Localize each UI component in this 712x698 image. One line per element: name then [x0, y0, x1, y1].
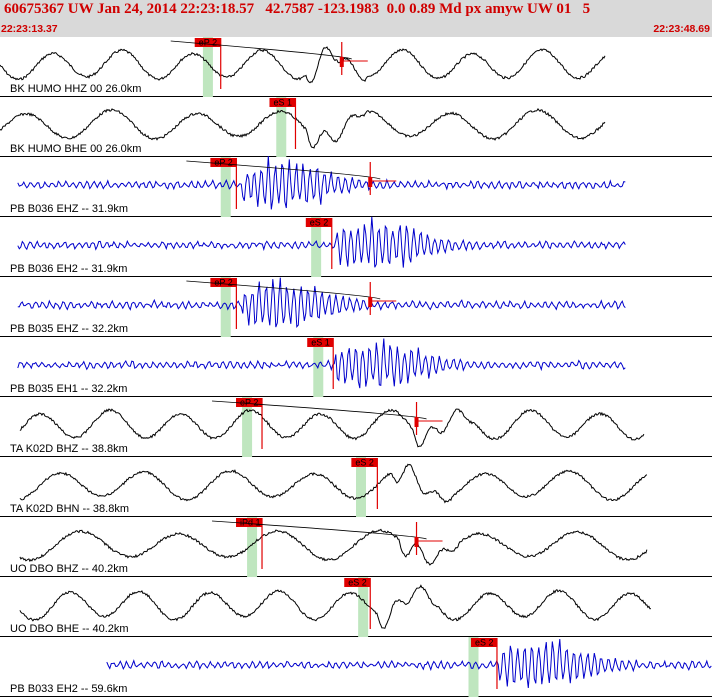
coda-curve [211, 520, 427, 540]
waveform-trace [19, 408, 645, 448]
waveform-trace [17, 277, 626, 328]
seismogram-panel: eP 2 BK HUMO HHZ 00 26.0km eS 1 BK HUMO BHE… [0, 37, 712, 697]
pick-label: eS 1 [311, 338, 330, 348]
trace-label: PB B036 EH2 -- 31.9km [10, 263, 127, 275]
trace-label: TA K02D BHZ -- 38.8km [10, 443, 128, 455]
coda-curve [186, 160, 381, 180]
pick-window-band [356, 457, 366, 517]
pick-window-band [242, 397, 253, 457]
amplitude-box [414, 537, 419, 547]
time-end: 22:23:48.69 [653, 23, 710, 35]
pick-window-band [311, 217, 322, 277]
pick-marker [470, 638, 497, 647]
waveform-trace [17, 338, 626, 389]
pick-window-band [276, 97, 287, 157]
pick-label: eS 2 [475, 638, 494, 648]
pick-marker [210, 278, 237, 287]
pick-marker [351, 458, 378, 467]
trace-label: UO DBO BHE -- 40.2km [10, 623, 129, 635]
trace-label: BK HUMO HHZ 00 26.0km [10, 83, 141, 95]
pick-label: eS 2 [355, 458, 374, 468]
pick-marker [236, 518, 263, 527]
pick-label: eP 2 [214, 158, 232, 168]
waveform-trace [0, 46, 606, 84]
amplitude-box [414, 417, 419, 427]
pick-marker [194, 38, 221, 47]
pick-label: iPd 1 [240, 518, 261, 528]
pick-label: eP 2 [199, 38, 217, 48]
trace-label: PB B036 EHZ -- 31.9km [10, 203, 128, 215]
trace-label: BK HUMO BHE 00 26.0km [10, 143, 141, 155]
pick-marker [210, 158, 237, 167]
pick-window-band [358, 577, 369, 637]
pick-marker [344, 578, 371, 587]
pick-marker [305, 218, 332, 227]
trace-label: UO DBO BHZ -- 40.2km [10, 563, 128, 575]
waveform-trace [106, 638, 712, 689]
pick-marker [236, 398, 263, 407]
pick-window-band [220, 277, 231, 337]
pick-window-band [202, 37, 213, 97]
pick-window-band [220, 157, 231, 217]
waveform-trace [0, 108, 606, 149]
amplitude-box [368, 177, 373, 187]
pick-window-band [247, 517, 258, 577]
waveform-trace [17, 216, 626, 268]
coda-curve [186, 280, 381, 300]
pick-label: eS 1 [273, 98, 292, 108]
trace-label: TA K02D BHN -- 38.8km [10, 503, 129, 515]
coda-curve [211, 400, 427, 420]
pick-label: eP 2 [240, 398, 258, 408]
trace-label: PB B035 EHZ -- 32.2km [10, 323, 128, 335]
waveform-trace [19, 528, 648, 566]
amplitude-box [339, 57, 344, 67]
coda-curve [170, 40, 352, 60]
waveform-trace [17, 155, 626, 210]
pick-label: eS 2 [310, 218, 329, 228]
amplitude-box [368, 297, 373, 307]
pick-marker [307, 338, 334, 347]
trace-label: PB B033 EH2 -- 59.6km [10, 683, 127, 695]
pick-label: eS 2 [348, 578, 367, 588]
event-title: 60675367 UW Jan 24, 2014 22:23:18.57 42.… [4, 1, 591, 17]
event-header: 60675367 UW Jan 24, 2014 22:23:18.57 42.… [0, 0, 712, 37]
waveform-trace [19, 584, 651, 629]
pick-marker [269, 98, 296, 107]
trace-label: PB B035 EH1 -- 32.2km [10, 383, 127, 395]
waveform-trace [19, 463, 648, 504]
pick-label: eP 2 [214, 278, 232, 288]
time-start: 22:23:13.37 [1, 23, 58, 35]
